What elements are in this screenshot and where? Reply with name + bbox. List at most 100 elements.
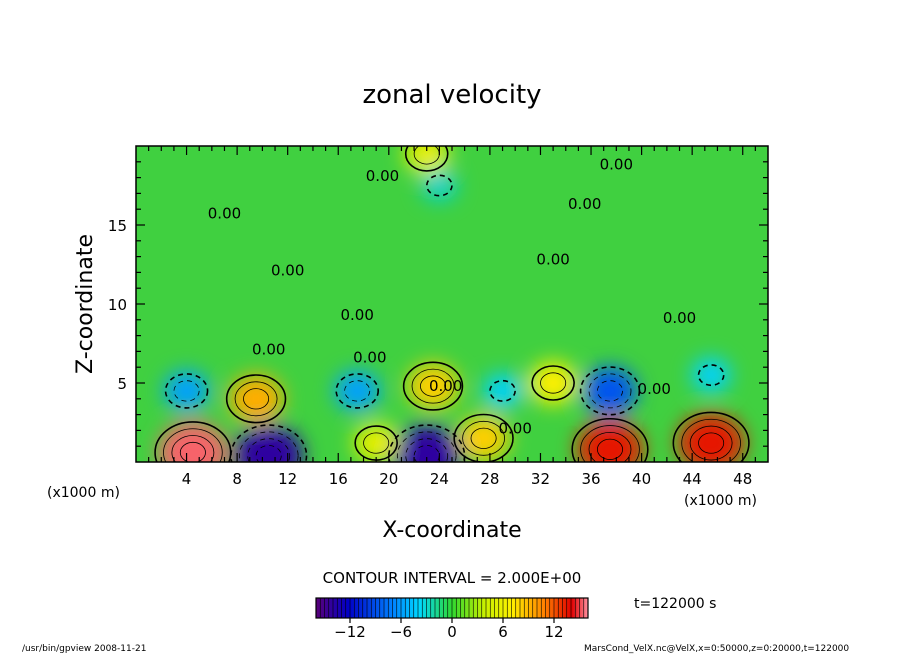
x-tick-label-24: 24 bbox=[430, 470, 449, 488]
x-tick-label-16: 16 bbox=[329, 470, 348, 488]
contour-label-6: 0.00 bbox=[340, 306, 373, 324]
contour-ring-10-3 bbox=[579, 366, 641, 416]
contour-ring-14-1 bbox=[363, 432, 390, 454]
contour-ring-7-3 bbox=[453, 413, 514, 462]
contour-ring-7-2 bbox=[462, 420, 506, 456]
contour-ring-10-1 bbox=[597, 380, 624, 402]
contour-ring-12-4 bbox=[672, 411, 750, 462]
contour-ring-3-1 bbox=[173, 380, 200, 402]
contour-label-3: 0.00 bbox=[208, 205, 241, 223]
colorbar-tick-label--6: −6 bbox=[390, 623, 412, 641]
field-feature-9 bbox=[529, 361, 578, 405]
colorbar-ticks bbox=[349, 618, 555, 623]
contour-labels: 0.00 0.00 0.00 0.00 0.00 0.00 0.00 0.00 0.00 0.00… bbox=[208, 156, 696, 438]
x-unit-left: (x1000 m) bbox=[47, 485, 120, 501]
contour-ring-5-3 bbox=[396, 431, 457, 462]
contour-ring-5-2 bbox=[405, 438, 449, 462]
y-tick-label-15: 15 bbox=[108, 217, 127, 235]
contour-ring-1-1 bbox=[243, 388, 270, 410]
contour-ring-2-3 bbox=[238, 431, 299, 462]
contour-interval: CONTOUR INTERVAL = 2.000E+00 bbox=[323, 569, 582, 587]
contour-ring-9-1 bbox=[540, 372, 567, 394]
colorbar: −12 −6 0 6 12 bbox=[315, 597, 589, 641]
field-feature-11 bbox=[576, 419, 644, 462]
contour-ring-15-2 bbox=[404, 146, 449, 172]
field-feature-14 bbox=[353, 422, 399, 462]
x-axis-label: X-coordinate bbox=[382, 518, 521, 543]
contour-ring-2-4 bbox=[230, 424, 308, 462]
contour-ring-4-1 bbox=[344, 380, 371, 402]
contour-ring-16-1 bbox=[425, 174, 453, 197]
contour-label-12: 0.00 bbox=[638, 380, 671, 398]
colorbar-tick-labels: −12 −6 0 6 12 bbox=[334, 623, 563, 641]
x-tick-label-28: 28 bbox=[480, 470, 499, 488]
contour-lines bbox=[154, 146, 750, 462]
colorbar-tick-label--12: −12 bbox=[334, 623, 366, 641]
contour-ring-13-1 bbox=[697, 364, 725, 387]
field-feature-12 bbox=[678, 413, 745, 462]
x-tick-label-20: 20 bbox=[379, 470, 398, 488]
contour-ring-0-3 bbox=[163, 428, 223, 462]
field-feature-5 bbox=[392, 424, 462, 462]
field-feature-8 bbox=[483, 373, 522, 409]
field-feature-2 bbox=[234, 424, 304, 462]
field-feature-4 bbox=[334, 370, 380, 411]
y-axis-ticks bbox=[136, 161, 768, 447]
plot-area: 0.00 0.00 0.00 0.00 0.00 0.00 0.00 0.00 0.00 0.00… bbox=[136, 146, 768, 462]
contour-ring-6-1 bbox=[420, 375, 447, 397]
contour-ring-0-1 bbox=[179, 441, 206, 462]
contour-ring-2-1 bbox=[255, 445, 282, 462]
contour-ring-6-3 bbox=[402, 361, 464, 411]
contour-ring-10-2 bbox=[588, 373, 632, 409]
field-feature-0 bbox=[158, 421, 228, 462]
contour-ring-3-2 bbox=[164, 373, 209, 409]
y-tick-label-10: 10 bbox=[108, 296, 127, 314]
colorbar-tick-label-0: 0 bbox=[447, 623, 457, 641]
colorbar-tick-label-6: 6 bbox=[498, 623, 508, 641]
y-tick-label-5: 5 bbox=[117, 375, 127, 393]
contour-ring-12-2 bbox=[689, 425, 733, 461]
colorbar-divisions bbox=[319, 598, 585, 618]
x-tick-label-4: 4 bbox=[182, 470, 192, 488]
x-unit-right: (x1000 m) bbox=[684, 493, 757, 509]
contour-ring-11-3 bbox=[580, 425, 640, 462]
contour-ring-12-3 bbox=[681, 418, 741, 462]
contour-label-1: 0.00 bbox=[600, 156, 633, 174]
contour-ring-12-1 bbox=[698, 432, 725, 454]
contour-label-9: 0.00 bbox=[353, 348, 386, 366]
contour-ring-2-2 bbox=[247, 438, 291, 462]
contour-ring-6-2 bbox=[411, 368, 455, 404]
contour-label-7: 0.00 bbox=[663, 309, 696, 327]
footer-right: MarsCond_VelX.nc@VelX,x=0:50000,z=0:2000… bbox=[584, 644, 849, 654]
x-tick-label-40: 40 bbox=[632, 470, 651, 488]
field-feature-3 bbox=[164, 370, 209, 411]
chart-title: zonal velocity bbox=[362, 80, 541, 110]
contour-ring-0-2 bbox=[171, 435, 215, 462]
footer-left: /usr/bin/gpview 2008-11-21 bbox=[22, 644, 146, 654]
contour-label-4: 0.00 bbox=[271, 262, 304, 280]
x-tick-label-32: 32 bbox=[531, 470, 550, 488]
contour-ring-1-2 bbox=[234, 381, 278, 417]
contour-ring-11-4 bbox=[571, 417, 649, 462]
x-axis-tick-labels: 4 8 12 16 20 24 28 32 36 40 44 48 bbox=[182, 470, 752, 488]
x-axis-ticks bbox=[148, 146, 756, 462]
x-tick-label-36: 36 bbox=[581, 470, 600, 488]
contour-ring-4-2 bbox=[335, 373, 380, 409]
colorbar-tick-label-12: 12 bbox=[544, 623, 563, 641]
field-feature-7 bbox=[458, 415, 510, 462]
contour-label-5: 0.00 bbox=[536, 251, 569, 269]
field-feature-1 bbox=[229, 374, 284, 423]
x-tick-label-8: 8 bbox=[232, 470, 242, 488]
time-label: t=122000 s bbox=[634, 596, 716, 612]
contour-ring-8-1 bbox=[489, 379, 516, 402]
contour-label-11: 0.00 bbox=[498, 420, 531, 438]
field-feature-16 bbox=[421, 169, 458, 202]
field-features bbox=[158, 146, 745, 462]
x-tick-label-44: 44 bbox=[683, 470, 702, 488]
y-axis-tick-labels: 5 10 15 bbox=[108, 217, 127, 393]
contour-label-0: 0.00 bbox=[366, 167, 399, 185]
field-feature-15 bbox=[404, 146, 450, 174]
contour-ring-1-3 bbox=[225, 374, 287, 424]
field-feature-13 bbox=[691, 357, 731, 393]
